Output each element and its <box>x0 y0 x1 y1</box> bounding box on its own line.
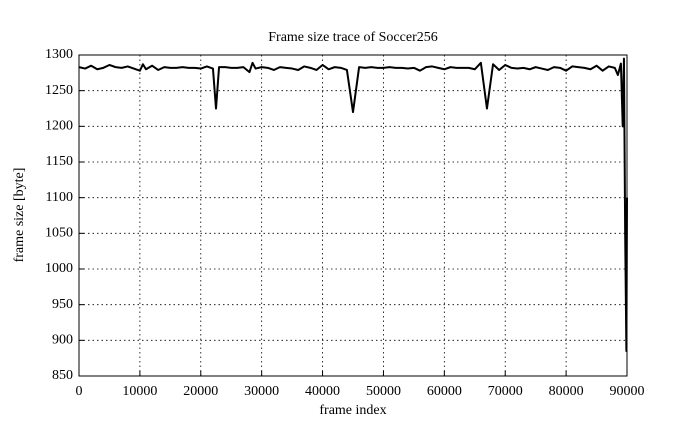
x-tick-label: 50000 <box>366 384 401 399</box>
y-tick-label: 1150 <box>46 154 73 169</box>
y-tick-label: 850 <box>52 368 73 383</box>
x-tick-label: 30000 <box>244 384 279 399</box>
y-tick-label: 1100 <box>46 190 73 205</box>
x-tick-label: 80000 <box>549 384 584 399</box>
x-axis-label: frame index <box>319 403 386 418</box>
y-tick-label: 1050 <box>45 226 73 241</box>
x-tick-label: 0 <box>76 384 83 399</box>
x-tick-label: 60000 <box>427 384 462 399</box>
x-tick-label: 70000 <box>488 384 523 399</box>
y-tick-label: 900 <box>52 333 73 348</box>
y-tick-label: 1250 <box>45 83 73 98</box>
y-tick-label: 1000 <box>45 261 73 276</box>
x-tick-label: 90000 <box>610 384 645 399</box>
data-line <box>78 57 628 353</box>
x-tick-label: 40000 <box>305 384 340 399</box>
plot-frame <box>78 54 628 377</box>
chart-title: Frame size trace of Soccer256 <box>268 30 437 45</box>
y-tick-label: 1200 <box>45 119 73 134</box>
y-axis-label: frame size [byte] <box>12 168 27 263</box>
y-tick-label: 950 <box>52 297 73 312</box>
x-tick-label: 20000 <box>183 384 218 399</box>
x-tick-label: 10000 <box>122 384 157 399</box>
y-tick-label: 1300 <box>45 47 73 62</box>
